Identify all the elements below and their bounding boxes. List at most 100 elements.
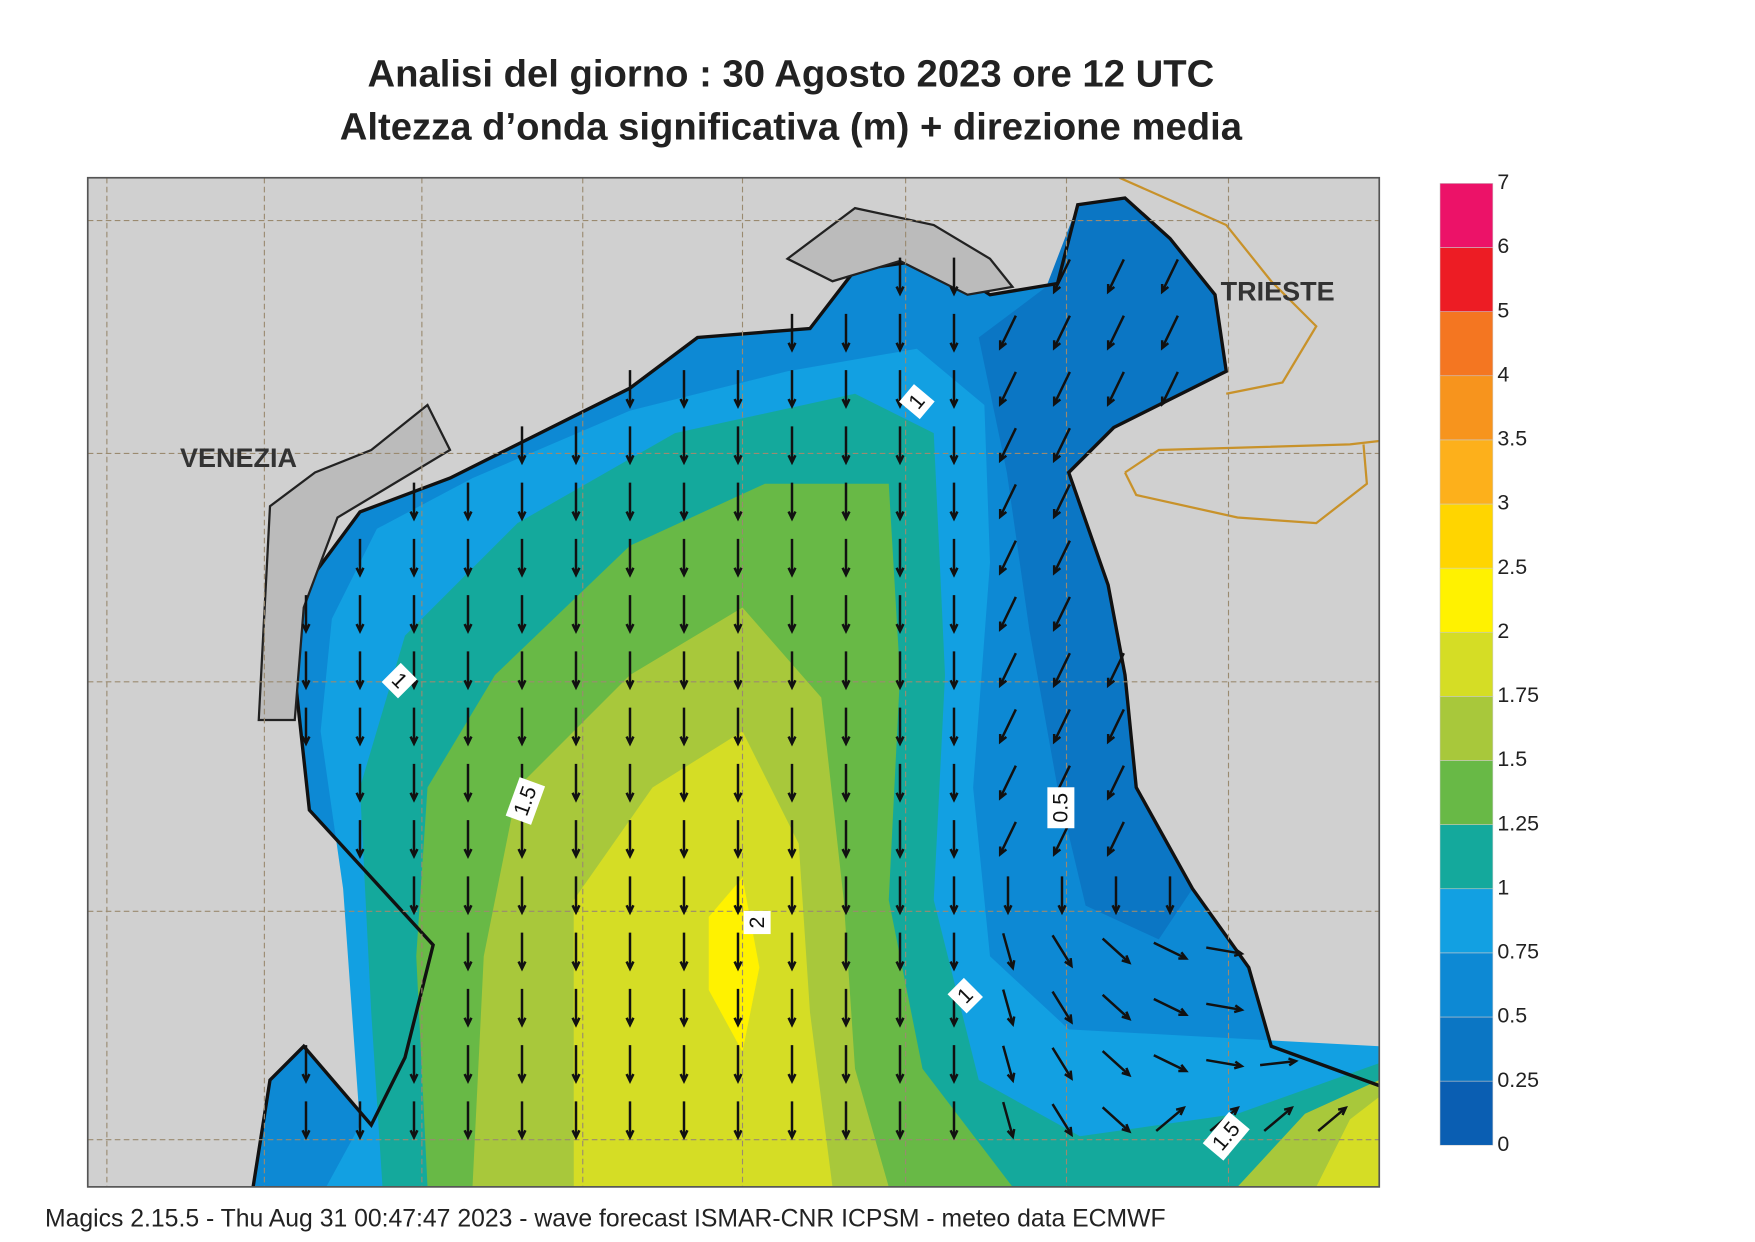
direction-arrow [841,988,851,1028]
direction-arrow [463,1045,473,1084]
direction-arrow [409,595,419,634]
direction-arrow [517,538,527,578]
direction-arrow [895,426,905,466]
direction-arrow [998,708,1017,745]
direction-arrow [679,482,689,522]
direction-arrow [949,538,959,578]
direction-arrow [733,482,743,522]
colorbar-label: 2.5 [1497,555,1527,579]
contour-label: 2 [743,910,771,935]
direction-arrow [733,1045,743,1084]
direction-arrow [355,820,365,859]
colorbar-label: 1.25 [1497,811,1539,835]
direction-arrow [1052,652,1071,689]
direction-arrow [949,651,959,691]
colorbar-label: 0.75 [1497,940,1539,964]
colorbar-swatch [1439,503,1494,569]
direction-arrow [409,538,419,578]
colorbar-swatch [1439,952,1494,1018]
direction-arrow [1057,876,1067,916]
direction-arrow [841,763,851,803]
direction-arrow [787,482,797,522]
direction-arrow [679,763,689,803]
direction-arrow [1051,1047,1073,1081]
direction-arrow [1052,596,1071,632]
direction-arrow [895,763,905,803]
direction-arrow [625,370,635,409]
colorbar-label: 1.5 [1497,747,1527,771]
colorbar-label: 6 [1497,234,1509,258]
footer: Magics 2.15.5 - Thu Aug 31 00:47:47 2023… [45,1205,1166,1232]
direction-arrow [949,707,959,747]
direction-arrow [301,651,311,691]
direction-arrow [1106,821,1125,857]
direction-arrow [733,538,743,578]
direction-arrow [787,988,797,1028]
direction-arrow [679,595,689,634]
direction-arrow [733,370,743,409]
direction-arrow [895,876,905,916]
direction-arrow [409,707,419,747]
direction-arrow [463,482,473,522]
direction-arrow [733,820,743,859]
colorbar-swatch [1439,760,1494,825]
direction-arrow [355,1101,365,1141]
direction-arrow [998,315,1017,351]
contour-label-box [947,977,983,1014]
direction-arrow [1001,932,1016,971]
direction-arrow [895,932,905,972]
direction-arrow [355,763,365,803]
direction-arrow [1052,258,1071,295]
direction-arrow [895,313,905,353]
direction-arrow [409,1101,419,1141]
direction-arrow [571,426,581,466]
direction-arrow [787,1045,797,1084]
direction-arrow [517,1101,527,1141]
colorbar-label: 3.5 [1497,427,1527,451]
direction-arrow [517,595,527,634]
direction-arrow [841,876,851,916]
direction-arrow [949,313,959,353]
contour-label-box [1047,787,1075,829]
direction-arrow [409,1045,419,1084]
direction-arrow [517,876,527,916]
direction-arrow [949,426,959,466]
direction-arrow [1165,876,1175,916]
direction-arrow [733,426,743,466]
direction-arrow [998,371,1017,407]
direction-arrow [949,763,959,803]
direction-arrow [625,932,635,972]
direction-arrow [355,651,365,691]
direction-arrow [1052,540,1071,576]
direction-arrow [949,1101,959,1141]
direction-arrow [463,820,473,859]
contour-label-text: 0.5 [1049,793,1073,823]
direction-arrow [517,707,527,747]
direction-arrow [841,651,851,691]
direction-arrow [949,820,959,859]
direction-arrow [463,651,473,691]
colorbar-swatch [1439,888,1494,954]
colorbar-swatch [1439,311,1494,377]
direction-arrow [1052,427,1071,464]
direction-arrow [463,1101,473,1141]
direction-arrow [733,876,743,916]
direction-arrow [517,651,527,691]
direction-arrow [1106,708,1125,745]
direction-arrow [301,1045,311,1084]
direction-arrow [1153,941,1189,960]
direction-arrow [1051,1103,1073,1138]
colorbar-label: 0.5 [1497,1004,1527,1028]
direction-arrow [949,1045,959,1084]
contour-label: 0.5 [1047,787,1075,829]
direction-arrow [463,538,473,578]
direction-arrow [571,1101,581,1141]
direction-arrow [733,707,743,747]
direction-arrow [679,1045,689,1084]
direction-arrow [841,932,851,972]
direction-arrow [301,1101,311,1141]
direction-arrow [355,538,365,578]
direction-arrow [1101,993,1132,1021]
direction-arrow [841,820,851,859]
